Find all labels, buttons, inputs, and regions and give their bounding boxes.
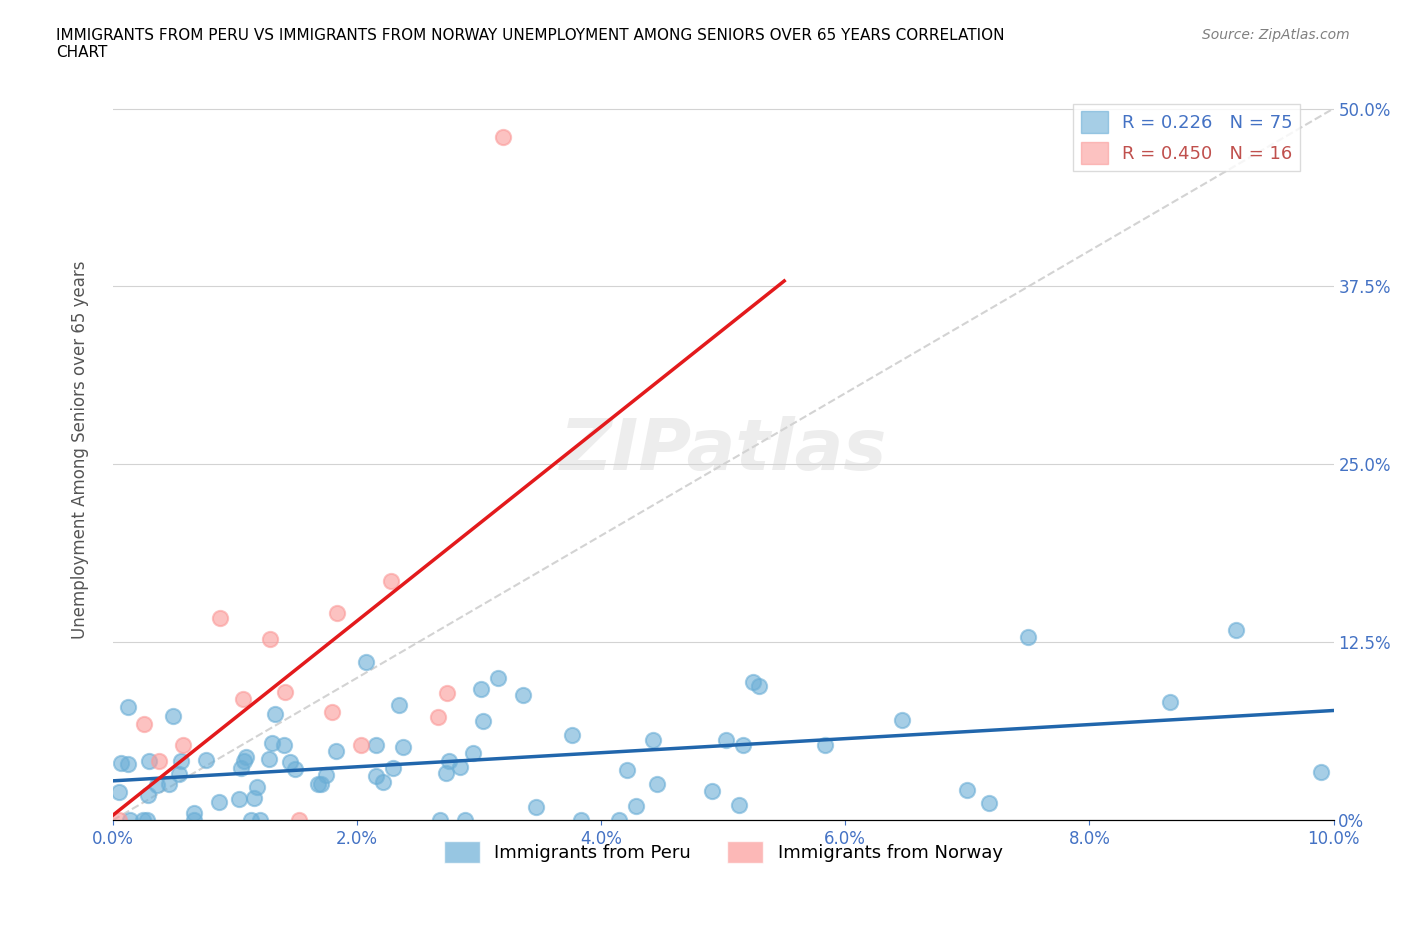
Immigrants from Peru [263, 707, 285, 722]
Immigrants from Norway [172, 737, 194, 752]
Immigrants from Peru [1310, 764, 1333, 779]
Immigrants from Peru [700, 783, 723, 798]
Immigrants from Peru [284, 762, 307, 777]
Immigrants from Peru [354, 655, 377, 670]
Immigrants from Peru [110, 756, 132, 771]
Immigrants from Norway [321, 704, 343, 719]
Immigrants from Peru [569, 813, 592, 828]
Immigrants from Peru [449, 759, 471, 774]
Immigrants from Peru [231, 761, 253, 776]
Immigrants from Peru [748, 678, 770, 693]
Immigrants from Norway [108, 813, 131, 828]
Immigrants from Peru [1225, 623, 1247, 638]
Immigrants from Norway [427, 710, 450, 724]
Immigrants from Norway [232, 692, 254, 707]
Immigrants from Peru [429, 813, 451, 828]
Immigrants from Peru [242, 791, 264, 806]
Y-axis label: Unemployment Among Seniors over 65 years: Unemployment Among Seniors over 65 years [72, 261, 89, 640]
Immigrants from Peru [246, 779, 269, 794]
Immigrants from Peru [183, 813, 205, 828]
Immigrants from Norway [259, 631, 281, 646]
Immigrants from Peru [731, 737, 754, 752]
Immigrants from Peru [162, 708, 184, 723]
Immigrants from Peru [117, 757, 139, 772]
Immigrants from Peru [524, 799, 547, 814]
Immigrants from Peru [108, 785, 131, 800]
Immigrants from Peru [728, 797, 751, 812]
Immigrants from Peru [195, 752, 218, 767]
Immigrants from Peru [249, 813, 271, 828]
Immigrants from Peru [1017, 630, 1039, 644]
Immigrants from Peru [257, 751, 280, 766]
Immigrants from Peru [439, 753, 461, 768]
Immigrants from Norway [436, 685, 458, 700]
Immigrants from Norway [148, 753, 170, 768]
Immigrants from Norway [208, 611, 231, 626]
Immigrants from Norway [134, 717, 156, 732]
Immigrants from Peru [366, 737, 388, 752]
Text: IMMIGRANTS FROM PERU VS IMMIGRANTS FROM NORWAY UNEMPLOYMENT AMONG SENIORS OVER 6: IMMIGRANTS FROM PERU VS IMMIGRANTS FROM … [56, 28, 1005, 60]
Immigrants from Peru [643, 733, 665, 748]
Immigrants from Peru [645, 777, 668, 791]
Immigrants from Peru [307, 777, 329, 791]
Immigrants from Peru [157, 777, 180, 791]
Immigrants from Peru [132, 813, 155, 828]
Immigrants from Peru [388, 698, 411, 712]
Immigrants from Peru [325, 743, 347, 758]
Immigrants from Peru [240, 813, 263, 828]
Immigrants from Peru [955, 783, 977, 798]
Immigrants from Peru [1159, 695, 1181, 710]
Immigrants from Peru [454, 813, 477, 828]
Immigrants from Peru [235, 750, 257, 764]
Immigrants from Norway [492, 129, 515, 144]
Immigrants from Peru [117, 699, 139, 714]
Immigrants from Norway [380, 574, 402, 589]
Immigrants from Peru [273, 737, 295, 752]
Immigrants from Peru [463, 746, 485, 761]
Immigrants from Peru [260, 736, 283, 751]
Immigrants from Peru [315, 767, 337, 782]
Immigrants from Peru [979, 795, 1001, 810]
Immigrants from Peru [814, 737, 837, 752]
Immigrants from Peru [228, 792, 250, 807]
Immigrants from Peru [146, 777, 169, 792]
Immigrants from Peru [470, 682, 492, 697]
Immigrants from Peru [434, 765, 457, 780]
Immigrants from Peru [167, 767, 190, 782]
Immigrants from Peru [136, 788, 159, 803]
Immigrants from Peru [170, 753, 193, 768]
Immigrants from Peru [890, 712, 912, 727]
Legend: Immigrants from Peru, Immigrants from Norway: Immigrants from Peru, Immigrants from No… [436, 834, 1010, 870]
Text: Source: ZipAtlas.com: Source: ZipAtlas.com [1202, 28, 1350, 42]
Immigrants from Peru [381, 760, 404, 775]
Immigrants from Peru [626, 799, 648, 814]
Immigrants from Peru [616, 763, 638, 777]
Immigrants from Peru [472, 714, 495, 729]
Immigrants from Peru [371, 775, 394, 790]
Immigrants from Peru [607, 813, 630, 828]
Immigrants from Norway [274, 684, 297, 699]
Immigrants from Peru [364, 769, 387, 784]
Immigrants from Peru [208, 794, 231, 809]
Immigrants from Peru [232, 754, 254, 769]
Immigrants from Peru [311, 777, 333, 791]
Immigrants from Peru [183, 805, 205, 820]
Immigrants from Peru [120, 813, 142, 828]
Immigrants from Peru [392, 739, 415, 754]
Immigrants from Peru [138, 753, 160, 768]
Text: ZIPatlas: ZIPatlas [560, 416, 887, 485]
Immigrants from Peru [512, 688, 534, 703]
Immigrants from Peru [561, 727, 583, 742]
Immigrants from Peru [135, 813, 157, 828]
Immigrants from Norway [325, 605, 347, 620]
Immigrants from Peru [714, 732, 737, 747]
Immigrants from Peru [280, 755, 302, 770]
Immigrants from Norway [350, 737, 373, 752]
Immigrants from Peru [742, 674, 765, 689]
Immigrants from Peru [486, 671, 509, 685]
Immigrants from Norway [287, 813, 309, 828]
